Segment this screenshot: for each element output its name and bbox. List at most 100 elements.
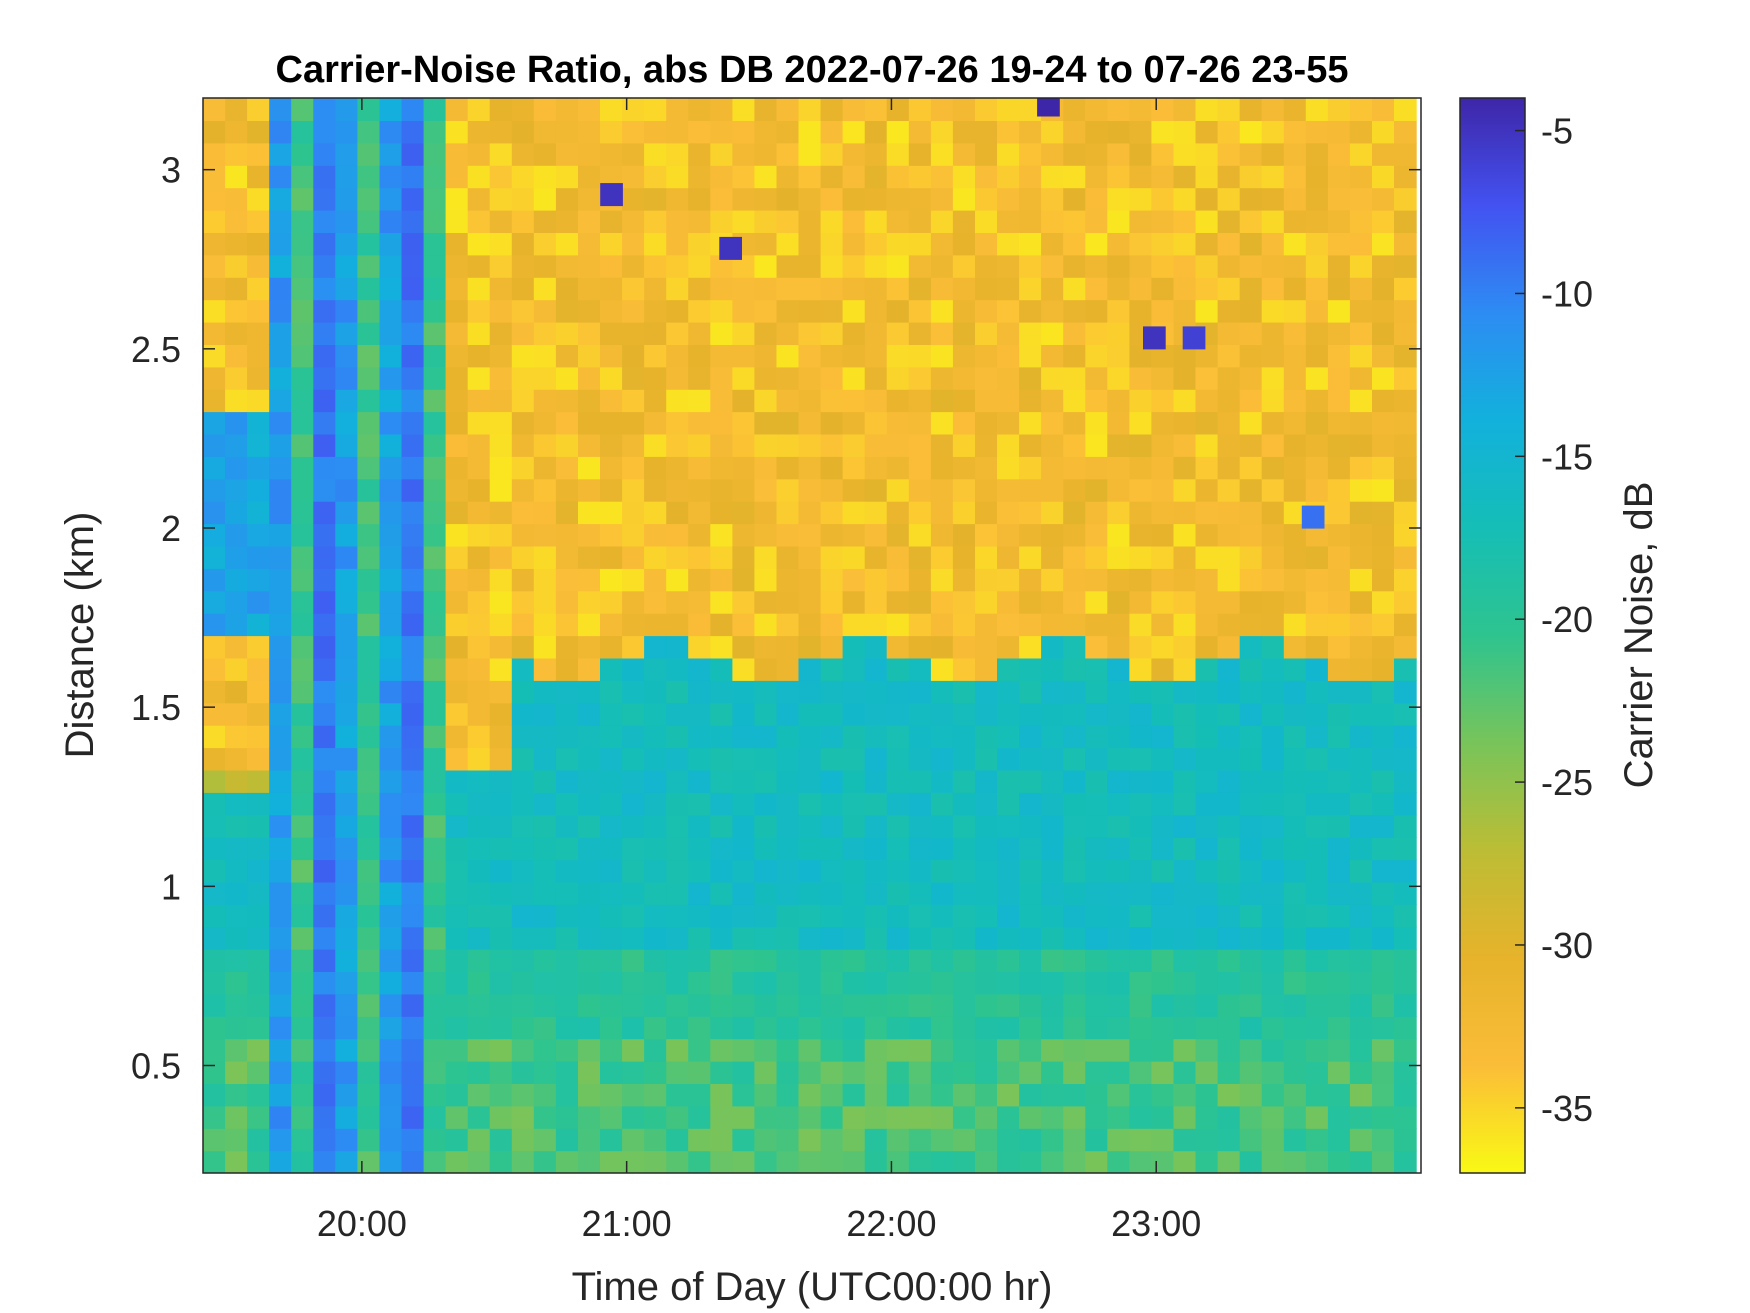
heatmap-cell	[1173, 120, 1197, 144]
heatmap-cell	[291, 814, 314, 838]
heatmap-cell	[644, 568, 667, 592]
heatmap-cell	[401, 904, 425, 928]
heatmap-cell	[732, 814, 756, 838]
heatmap-cell	[247, 904, 270, 928]
heatmap-cell	[666, 657, 689, 681]
heatmap-cell	[291, 456, 314, 480]
heatmap-cell	[908, 702, 932, 726]
heatmap-cell	[489, 277, 513, 301]
heatmap-cell	[555, 523, 579, 547]
heatmap-cell	[1372, 1016, 1395, 1040]
heatmap-cell	[1327, 501, 1351, 525]
heatmap-cell	[1394, 142, 1417, 166]
heatmap-cell	[1063, 523, 1086, 547]
heatmap-cell	[1217, 926, 1241, 950]
heatmap-cell	[975, 299, 998, 323]
heatmap-cell	[776, 590, 800, 614]
heatmap-cell	[798, 545, 822, 569]
heatmap-cell	[1129, 210, 1153, 233]
heatmap-cell	[247, 792, 270, 816]
heatmap-cell	[1372, 545, 1395, 569]
heatmap-cell	[1085, 881, 1108, 905]
heatmap-cell	[1327, 1083, 1351, 1107]
heatmap-cell	[467, 725, 491, 749]
heatmap-cell	[1085, 1150, 1108, 1173]
heatmap-cell	[379, 837, 403, 861]
heatmap-cell	[1327, 1016, 1351, 1040]
heatmap-cell	[357, 98, 381, 121]
heatmap-cell	[842, 904, 866, 928]
heatmap-cell	[908, 747, 932, 771]
heatmap-cell	[578, 814, 601, 838]
heatmap-cell	[776, 501, 800, 525]
heatmap-cell	[930, 1150, 954, 1173]
heatmap-cell	[467, 568, 491, 592]
heatmap-cell	[357, 277, 381, 301]
heatmap-cell	[313, 120, 336, 144]
heatmap-cell	[798, 1105, 822, 1129]
heatmap-cell	[1327, 702, 1351, 726]
heatmap-cell	[997, 433, 1020, 457]
heatmap-cell	[1107, 277, 1130, 301]
heatmap-cell	[357, 165, 381, 189]
heatmap-cell	[379, 501, 403, 525]
heatmap-cell	[1019, 568, 1042, 592]
heatmap-cell	[247, 881, 270, 905]
heatmap-cell	[1107, 120, 1130, 144]
heatmap-cell	[269, 411, 292, 435]
heatmap-cell	[688, 993, 711, 1017]
heatmap-cell	[622, 523, 645, 547]
heatmap-cell	[930, 1083, 954, 1107]
heatmap-cell	[1394, 478, 1417, 502]
heatmap-cell	[1063, 277, 1086, 301]
heatmap-cell	[467, 904, 491, 928]
heatmap-cell	[1173, 904, 1197, 928]
heatmap-cell	[555, 299, 579, 323]
heatmap-cell	[666, 366, 689, 390]
heatmap-cell	[379, 971, 403, 995]
heatmap-cell	[578, 1150, 601, 1173]
heatmap-cell	[666, 1016, 689, 1040]
heatmap-cell	[1085, 702, 1108, 726]
heatmap-cell	[1195, 971, 1219, 995]
heatmap-cell	[930, 1128, 954, 1152]
heatmap-cell	[644, 814, 667, 838]
heatmap-cell	[600, 1083, 623, 1107]
heatmap-cell	[732, 523, 756, 547]
heatmap-cell	[467, 98, 491, 121]
heatmap-cell	[1327, 187, 1351, 211]
heatmap-cell	[379, 680, 403, 704]
heatmap-cell	[511, 1128, 535, 1152]
heatmap-cell	[401, 411, 425, 435]
heatmap-cell	[688, 904, 711, 928]
heatmap-cell	[600, 478, 623, 502]
heatmap-cell	[1019, 210, 1042, 233]
heatmap-cell	[1327, 322, 1351, 345]
colorbar-label: Carrier Noise, dB	[1617, 482, 1661, 789]
heatmap-cell	[1394, 366, 1417, 390]
heatmap-cell	[1151, 926, 1175, 950]
heatmap-cell	[357, 613, 381, 637]
heatmap-cell	[445, 769, 469, 793]
heatmap-cell	[269, 881, 292, 905]
heatmap-cell	[732, 837, 756, 861]
heatmap-cell	[600, 725, 623, 749]
heatmap-cell	[1195, 501, 1219, 525]
heatmap-cell	[798, 322, 822, 345]
heatmap-cell	[313, 545, 336, 569]
heatmap-cell	[445, 949, 469, 972]
heatmap-cell	[644, 1083, 667, 1107]
heatmap-cell	[1129, 187, 1153, 211]
heatmap-cell	[754, 725, 778, 749]
heatmap-cell	[1327, 142, 1351, 166]
heatmap-cell	[908, 232, 932, 256]
heatmap-cell	[776, 837, 800, 861]
heatmap-cell	[997, 702, 1020, 726]
heatmap-cell	[820, 545, 844, 569]
heatmap-cell	[622, 120, 645, 144]
heatmap-cell	[313, 904, 336, 928]
heatmap-cell	[247, 657, 270, 681]
heatmap-cell	[864, 635, 888, 659]
heatmap-cell	[666, 210, 689, 233]
heatmap-cell	[798, 277, 822, 301]
